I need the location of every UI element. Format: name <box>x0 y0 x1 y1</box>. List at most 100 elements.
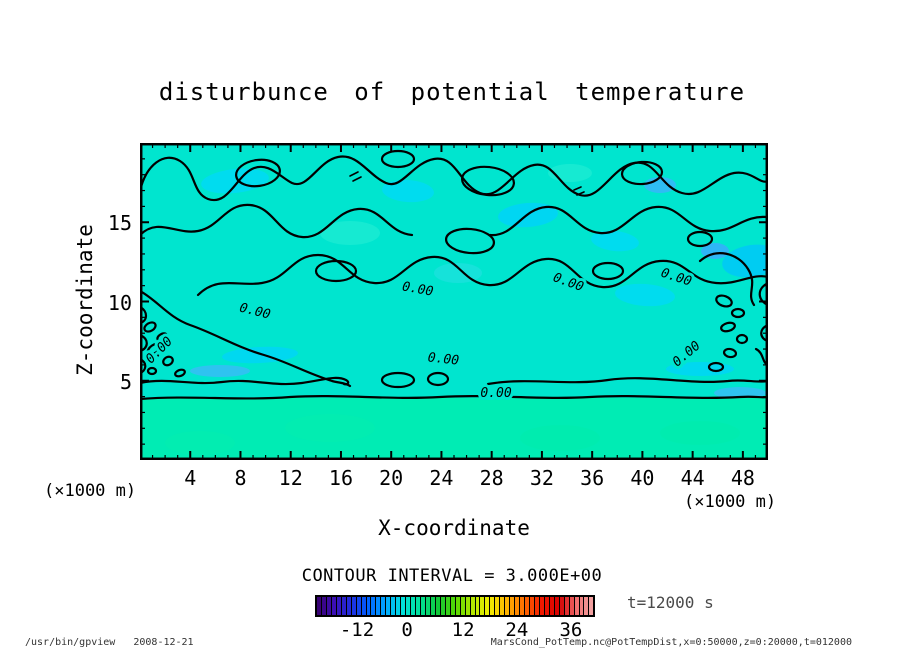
contour-island <box>146 342 162 356</box>
colorbar-segment <box>421 597 426 615</box>
x-tick-label: 12 <box>278 466 303 490</box>
contour-line <box>698 252 756 307</box>
contour-island <box>380 149 416 169</box>
contour-island <box>314 259 358 283</box>
contour-mark <box>576 191 585 196</box>
colorbar-segment <box>346 597 352 615</box>
colorbar-segment <box>475 597 481 615</box>
contour-island <box>461 165 515 197</box>
x-tick-label: 32 <box>529 466 554 490</box>
footer-dataset-text: MarsCond_PotTemp.nc@PotTempDist,x=0:5000… <box>490 637 852 648</box>
field-patch <box>615 283 675 307</box>
contour-line <box>196 253 768 297</box>
contour-island <box>162 355 174 367</box>
colorbar-segment <box>559 597 565 615</box>
x-tick-label: 16 <box>328 466 353 490</box>
colorbar-segment <box>554 597 560 615</box>
x-tick-label: 20 <box>379 466 404 490</box>
contour-island <box>735 333 749 345</box>
colorbar-segment <box>515 597 521 615</box>
field-patch <box>591 230 639 252</box>
colorbar-segment <box>574 597 580 615</box>
contour-mark <box>573 186 582 191</box>
colorbar-segment <box>539 597 545 615</box>
contour-island <box>156 332 168 342</box>
colorbar-segment <box>450 597 456 615</box>
colorbar-segment <box>505 597 511 615</box>
colorbar-segment <box>470 597 476 615</box>
footer-command-text: /usr/bin/gpview 2008-12-21 <box>25 637 194 648</box>
contour-island <box>730 307 746 319</box>
contour-island <box>720 321 736 333</box>
colorbar-segment <box>435 597 441 615</box>
colorbar-tick-labels: -12 0 12 24 36 <box>315 619 595 641</box>
x-tick-label: 40 <box>630 466 655 490</box>
contour-island <box>235 158 281 188</box>
colorbar-segment <box>510 597 516 615</box>
colorbar-segment <box>341 597 347 615</box>
time-annotation: t=12000 s <box>627 593 714 612</box>
colorbar <box>315 595 595 617</box>
colorbar-segment <box>490 597 496 615</box>
contour-line <box>140 376 350 386</box>
colorbar-segment <box>534 597 540 615</box>
colorbar-segment <box>440 597 446 615</box>
contour-island <box>380 371 416 389</box>
colorbar-segment <box>401 597 407 615</box>
field-patch <box>644 177 676 193</box>
x-tick-label: 4 <box>184 466 197 490</box>
colorbar-segment <box>460 597 466 615</box>
colorbar-segment <box>564 597 570 615</box>
plot-frame <box>140 143 768 460</box>
contour-island <box>143 321 157 333</box>
colorbar-segment <box>465 597 471 615</box>
colorbar-segment <box>430 597 436 615</box>
colorbar-segment <box>391 597 397 615</box>
contour-island <box>174 368 186 378</box>
colorbar-segment <box>520 597 526 615</box>
colorbar-tick-label: 24 <box>505 619 529 641</box>
contour-line <box>140 289 352 388</box>
colorbar-segment <box>589 597 594 615</box>
field-patch <box>382 179 434 203</box>
y-axis-unit: (×1000 m) <box>44 481 137 501</box>
colorbar-segment <box>416 597 422 615</box>
colorbar-segment <box>549 597 555 615</box>
colorbar-segment <box>406 597 412 615</box>
contour-island <box>146 366 158 376</box>
x-axis-unit: (×1000 m) <box>684 492 777 512</box>
colorbar-segment <box>351 597 357 615</box>
contour-line <box>488 205 768 237</box>
contour-island <box>444 227 496 255</box>
contour-line <box>140 395 768 401</box>
contour-island <box>620 160 664 186</box>
field-lower-band <box>140 398 768 460</box>
contour-island <box>715 294 733 308</box>
contour-mark <box>349 171 359 177</box>
colorbar-segment <box>584 597 590 615</box>
colorbar-segment <box>445 597 451 615</box>
contour-value-label: 0.00 <box>480 386 511 401</box>
field-patch <box>190 365 250 377</box>
contour-plot: 0.000.00 0.00 0.000.000.000.000.00 <box>140 143 768 460</box>
x-axis-label: X-coordinate <box>378 516 530 540</box>
contour-line <box>486 377 768 386</box>
colorbar-segment <box>386 597 392 615</box>
x-tick-label: 48 <box>730 466 755 490</box>
colorbar-segment <box>480 597 486 615</box>
colorbar-segment <box>376 597 382 615</box>
y-axis-label: Z-coordinate <box>73 224 97 376</box>
x-tick-label: 8 <box>234 466 247 490</box>
contour-lines <box>140 149 768 401</box>
contour-island <box>722 347 738 359</box>
colorbar-segment <box>544 597 550 615</box>
colorbar-segment <box>361 597 367 615</box>
contour-interval-text: CONTOUR INTERVAL = 3.000E+00 <box>301 566 603 586</box>
colorbar-tick-label: 12 <box>451 619 475 641</box>
colorbar-segment <box>317 597 322 615</box>
colorbar-segment <box>411 597 417 615</box>
y-tick-label: 10 <box>107 290 132 315</box>
colorbar-segment <box>336 597 342 615</box>
colorbar-tick-label: -12 <box>339 619 375 641</box>
